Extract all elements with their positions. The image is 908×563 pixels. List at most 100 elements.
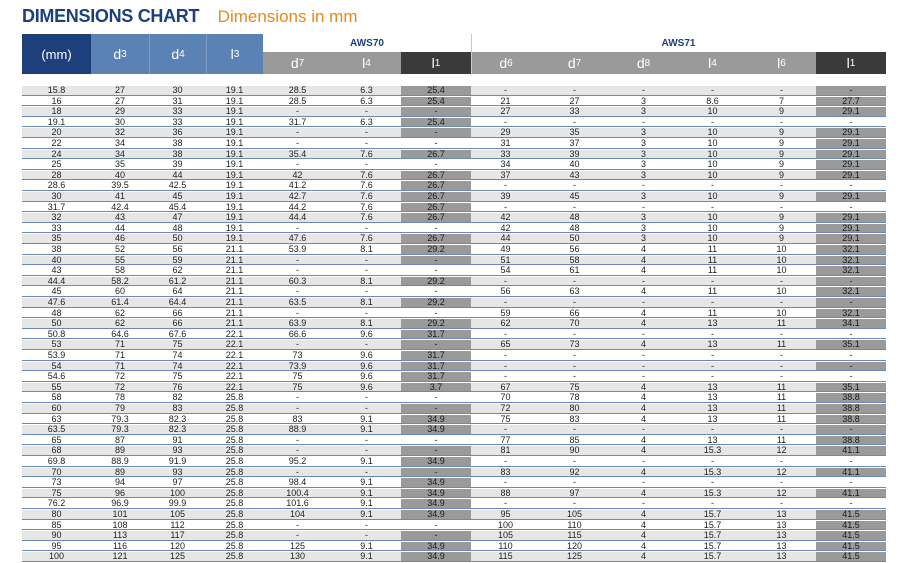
cell-aws70-l1: 34.9	[401, 552, 471, 562]
cell-aws71-l1: 38.8	[816, 414, 886, 424]
table-row: 58 78 82 25.8 - - - 70 78 4 13 11 38.8	[22, 393, 886, 404]
cell-aws70-d7: 98.4	[288, 477, 307, 488]
cell-aws71-d6: -	[504, 360, 507, 371]
cell-mm: 65	[51, 434, 62, 445]
cell-aws70-d7: -	[296, 339, 299, 350]
table-row: 63.5 79.3 82.3 25.8 88.9 9.1 34.9 - - - - - -	[22, 425, 886, 435]
cell-d4: 50	[172, 233, 183, 244]
cell-aws71-d8: -	[642, 275, 645, 286]
header-aws70-l1-sub: 1	[434, 57, 441, 69]
cell-aws71-d6: 65	[500, 339, 511, 350]
cell-mm: 18	[51, 106, 62, 117]
cell-aws71-l1: 27.7	[816, 96, 886, 106]
cell-aws71-d8: 4	[640, 509, 646, 519]
cell-aws71-l6: -	[780, 180, 783, 191]
cell-aws71-d6: 62	[500, 318, 511, 329]
cell-aws71-l6: 9	[778, 222, 784, 233]
cell-aws70-l1: 29.2	[401, 298, 471, 307]
cell-l3: 22.1	[225, 360, 244, 371]
cell-d3: 79	[114, 403, 125, 413]
cell-aws71-l1: -	[849, 201, 853, 212]
header-aws71-l6-label: l	[777, 55, 781, 71]
cell-aws71-l4: 11	[707, 307, 718, 318]
table-row: 45 60 64 21.1 - - - 56 63 4 11 10 32.1	[22, 286, 886, 298]
table-row: 50.8 64.6 67.6 22.1 66.6 9.6 31.7 - - - - - -	[22, 328, 886, 340]
cell-aws71-d8: -	[642, 424, 645, 435]
cell-d4: 45.4	[168, 201, 187, 212]
cell-aws71-d7: 61	[569, 265, 580, 276]
cell-d3: 43	[114, 212, 125, 223]
cell-aws71-d6: -	[504, 201, 507, 212]
cell-aws70-d7: -	[296, 286, 299, 297]
cell-l3: 22.1	[225, 328, 244, 339]
cell-aws71-d6: 81	[500, 445, 511, 456]
cell-aws71-l1: 41.5	[816, 531, 886, 540]
cell-aws71-d7: 92	[569, 466, 580, 477]
cell-aws70-l4: -	[365, 466, 368, 477]
cell-aws71-d7: -	[573, 498, 576, 509]
cell-aws71-d7: 48	[569, 212, 580, 223]
cell-aws71-l4: -	[711, 275, 714, 286]
cell-d4: 91	[172, 434, 183, 445]
cell-mm: 28.6	[47, 180, 66, 191]
table-row: 30 41 45 19.1 42.7 7.6 26.7 39 45 3 10 9 29.1	[22, 192, 886, 202]
cell-aws71-l6: -	[780, 116, 783, 127]
cell-aws71-d6: -	[504, 297, 507, 307]
cell-mm: 28	[51, 169, 62, 180]
cell-d3: 35	[114, 159, 125, 170]
cell-aws71-l4: -	[711, 498, 714, 509]
cell-aws71-l6: 12	[776, 466, 787, 477]
cell-aws70-l1: 34.9	[401, 541, 471, 551]
cell-aws71-l1: -	[816, 361, 886, 371]
cell-d4: 48	[172, 222, 183, 233]
cell-aws70-d7: 53.9	[288, 244, 307, 254]
cell-aws71-d8: 4	[640, 244, 646, 254]
cell-l3: 25.8	[225, 477, 244, 488]
cell-aws71-d6: -	[504, 371, 507, 382]
cell-aws71-l6: 11	[776, 403, 787, 413]
cell-aws71-l6: -	[780, 456, 783, 466]
header-aws71-d6-sub: 6	[507, 57, 513, 69]
header-aws71-l4-sub: 4	[711, 57, 717, 69]
cell-aws71-l1: -	[849, 328, 853, 339]
cell-aws71-l4: -	[711, 328, 714, 339]
cell-aws71-l1: 29.1	[816, 128, 886, 138]
cell-l3: 21.1	[225, 318, 244, 329]
cell-aws70-l1: -	[434, 222, 438, 233]
cell-aws71-l1: -	[849, 456, 853, 466]
cell-d4: 74	[172, 350, 183, 360]
cell-aws71-l1: 38.8	[816, 393, 886, 403]
cell-aws70-l4: 9.1	[360, 551, 373, 562]
cell-mm: 80	[51, 509, 62, 519]
cell-aws71-d7: 56	[569, 244, 580, 254]
cell-aws70-l4: 7.6	[360, 148, 373, 159]
cell-d4: 62	[172, 265, 183, 276]
cell-l3: 19.1	[225, 212, 244, 223]
cell-aws70-l4: -	[365, 434, 368, 445]
cell-aws71-d8: 4	[640, 466, 646, 477]
cell-aws71-l1: -	[849, 498, 853, 509]
cell-d4: 76	[172, 381, 183, 392]
cell-l3: 25.8	[225, 403, 244, 413]
cell-aws71-l1: -	[816, 276, 886, 286]
cell-aws71-d8: -	[642, 85, 645, 95]
cell-aws71-d6: 105	[497, 530, 514, 541]
table-row: 80 101 105 25.8 104 9.1 34.9 95 105 4 15.7 13 41.5	[22, 510, 886, 520]
cell-aws70-l4: 9.1	[360, 424, 373, 435]
cell-aws71-d6: 72	[500, 403, 511, 413]
cell-aws71-l6: 12	[776, 445, 787, 456]
cell-aws71-d6: 83	[500, 466, 511, 477]
cell-l3: 19.1	[225, 191, 244, 201]
cell-d3: 71	[114, 339, 125, 350]
cell-d4: 44	[172, 169, 183, 180]
cell-aws71-d8: 4	[640, 487, 646, 498]
cell-aws71-d6: -	[504, 275, 507, 286]
cell-aws71-d8: 3	[640, 222, 646, 233]
cell-l3: 19.1	[225, 159, 244, 170]
cell-aws71-d6: 29	[500, 127, 511, 138]
cell-mm: 53.9	[47, 350, 66, 360]
cell-mm: 63	[51, 413, 62, 424]
header-aws71-d6-label: d	[499, 55, 508, 71]
cell-aws70-d7: 75	[292, 371, 303, 382]
cell-aws70-l1: -	[401, 340, 471, 350]
